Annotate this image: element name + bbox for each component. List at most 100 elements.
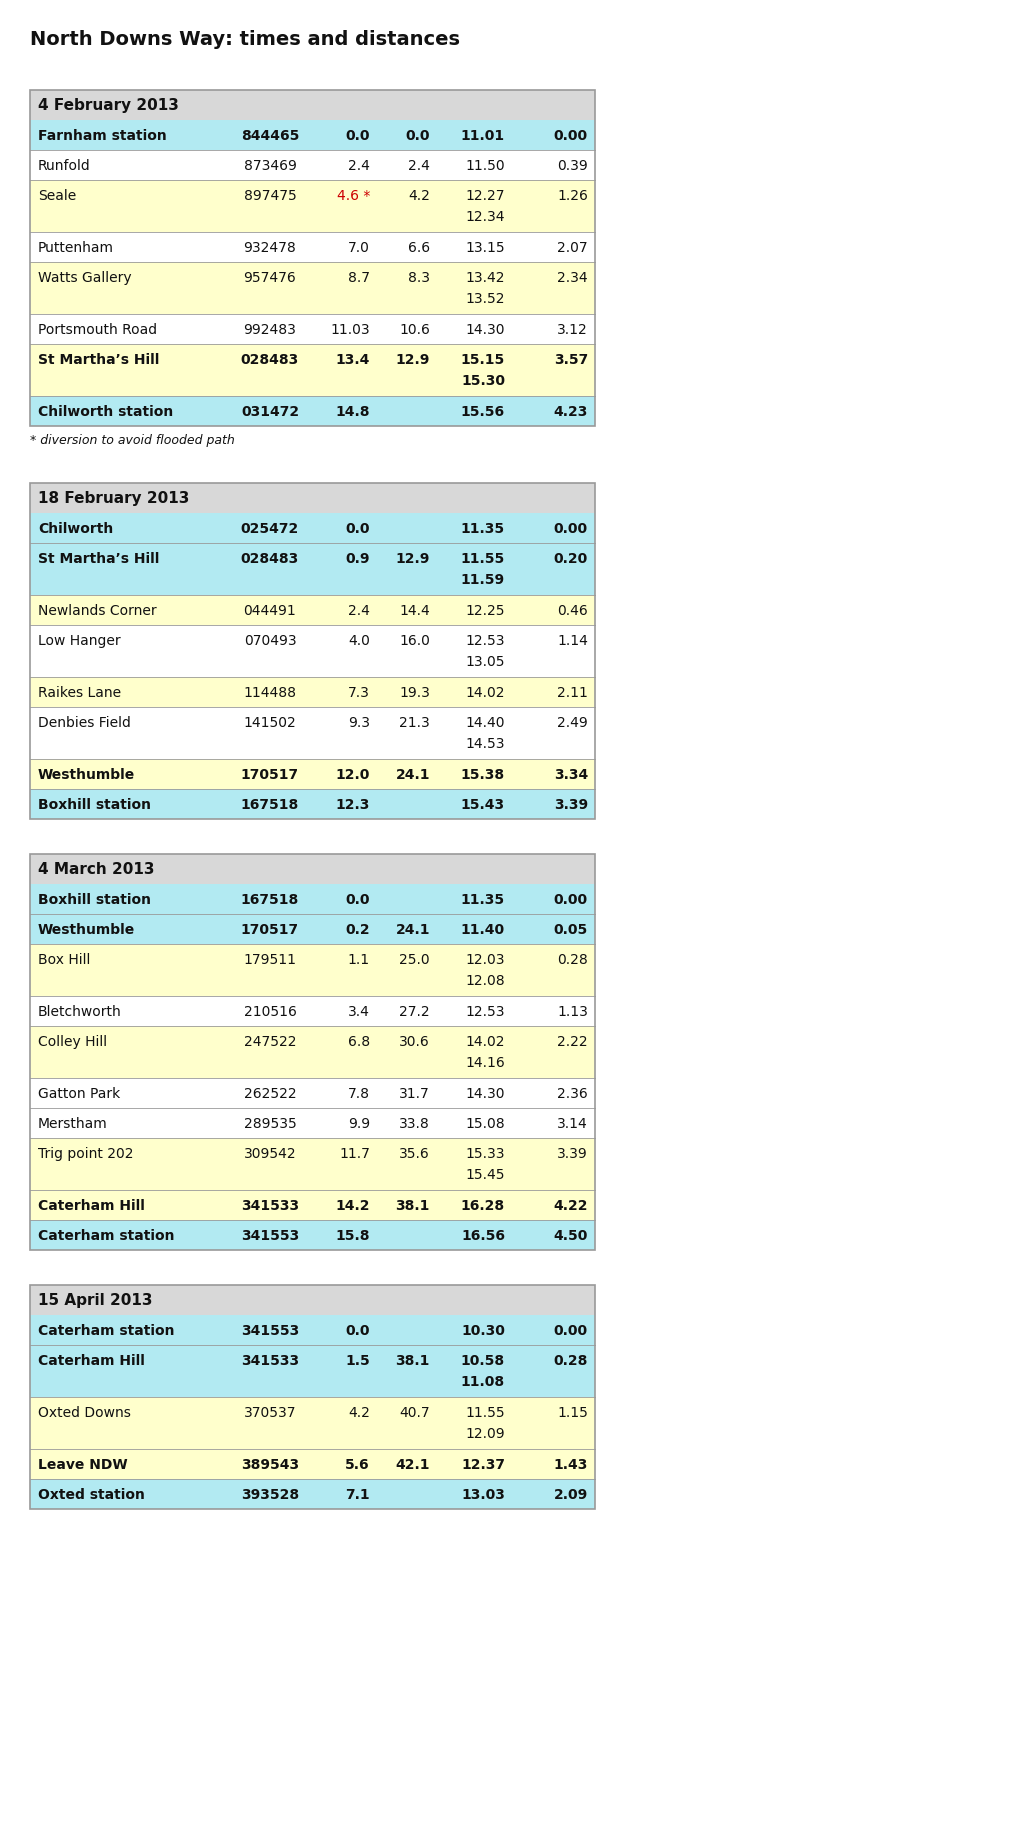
Bar (30, 914, 594, 944)
Text: 1.43: 1.43 (553, 1458, 587, 1471)
Text: 38.1: 38.1 (395, 1354, 430, 1367)
Text: 12.25: 12.25 (465, 604, 504, 617)
Bar (30, 1190, 594, 1219)
Bar (30, 544, 594, 595)
Text: 031472: 031472 (240, 405, 299, 418)
Bar (30, 1139, 594, 1190)
Text: 044491: 044491 (244, 604, 297, 617)
Text: Merstham: Merstham (38, 1117, 108, 1132)
Text: 24.1: 24.1 (395, 768, 430, 781)
Text: 4.2: 4.2 (347, 1405, 370, 1420)
Text: 35.6: 35.6 (398, 1146, 430, 1161)
Text: 11.59: 11.59 (461, 573, 504, 588)
Text: St Martha’s Hill: St Martha’s Hill (38, 551, 159, 566)
Text: 2.09: 2.09 (553, 1487, 587, 1502)
Text: 341533: 341533 (240, 1354, 299, 1367)
Text: 3.34: 3.34 (553, 768, 587, 781)
Text: 11.55: 11.55 (465, 1405, 504, 1420)
Text: 14.30: 14.30 (465, 1086, 504, 1100)
Text: Runfold: Runfold (38, 159, 91, 173)
Text: 10.30: 10.30 (461, 1323, 504, 1338)
Bar (30, 1396, 594, 1449)
Text: Caterham station: Caterham station (38, 1228, 174, 1243)
Text: Trig point 202: Trig point 202 (38, 1146, 133, 1161)
Text: 393528: 393528 (240, 1487, 299, 1502)
Bar (30, 1449, 594, 1478)
Text: 957476: 957476 (244, 270, 297, 285)
Text: 210516: 210516 (244, 1004, 297, 1018)
Text: 0.0: 0.0 (345, 1323, 370, 1338)
Text: 12.0: 12.0 (335, 768, 370, 781)
Bar (30, 788, 594, 819)
Text: 16.28: 16.28 (461, 1199, 504, 1212)
Text: 0.00: 0.00 (553, 128, 587, 142)
Text: 42.1: 42.1 (395, 1458, 430, 1471)
Text: 9.9: 9.9 (347, 1117, 370, 1132)
Bar (30, 89, 594, 425)
Text: 25.0: 25.0 (399, 953, 430, 967)
Text: 0.05: 0.05 (553, 923, 587, 936)
Text: 167518: 167518 (240, 798, 299, 812)
Bar (30, 343, 594, 396)
Text: 31.7: 31.7 (398, 1086, 430, 1100)
Text: 15.08: 15.08 (465, 1117, 504, 1132)
Text: 15.56: 15.56 (461, 405, 504, 418)
Text: 7.0: 7.0 (347, 241, 370, 256)
Text: 11.03: 11.03 (330, 323, 370, 336)
Text: 11.55: 11.55 (461, 551, 504, 566)
Text: 14.2: 14.2 (335, 1199, 370, 1212)
Text: 4.2: 4.2 (408, 188, 430, 203)
Text: 070493: 070493 (244, 633, 297, 648)
Bar (30, 944, 594, 996)
Text: 0.46: 0.46 (556, 604, 587, 617)
Text: 33.8: 33.8 (398, 1117, 430, 1132)
Text: 4.23: 4.23 (553, 405, 587, 418)
Text: 341553: 341553 (240, 1228, 299, 1243)
Text: 13.4: 13.4 (335, 352, 370, 367)
Text: 3.12: 3.12 (556, 323, 587, 336)
Text: 16.0: 16.0 (398, 633, 430, 648)
Text: 3.14: 3.14 (556, 1117, 587, 1132)
Text: 14.4: 14.4 (398, 604, 430, 617)
Text: 12.37: 12.37 (461, 1458, 504, 1471)
Text: 15.43: 15.43 (461, 798, 504, 812)
Bar (30, 1026, 594, 1079)
Bar (30, 1345, 594, 1396)
Text: 170517: 170517 (240, 768, 299, 781)
Text: 10.6: 10.6 (398, 323, 430, 336)
Text: 7.3: 7.3 (347, 686, 370, 699)
Text: 13.52: 13.52 (465, 292, 504, 307)
Text: 370537: 370537 (244, 1405, 296, 1420)
Text: Chilworth: Chilworth (38, 522, 113, 535)
Text: Boxhill station: Boxhill station (38, 798, 151, 812)
Text: 4 February 2013: 4 February 2013 (38, 97, 178, 113)
Text: 19.3: 19.3 (398, 686, 430, 699)
Text: 4.0: 4.0 (347, 633, 370, 648)
Text: 15 April 2013: 15 April 2013 (38, 1292, 153, 1307)
Text: 028483: 028483 (240, 352, 299, 367)
Bar (30, 120, 594, 150)
Text: 12.08: 12.08 (465, 975, 504, 989)
Text: 3.57: 3.57 (553, 352, 587, 367)
Text: 247522: 247522 (244, 1035, 296, 1049)
Bar (30, 263, 594, 314)
Bar (30, 1478, 594, 1509)
Text: 2.36: 2.36 (556, 1086, 587, 1100)
Text: 1.5: 1.5 (344, 1354, 370, 1367)
Bar (30, 854, 594, 1250)
Bar (30, 1316, 594, 1345)
Text: 0.9: 0.9 (345, 551, 370, 566)
Text: Westhumble: Westhumble (38, 768, 136, 781)
Text: 0.0: 0.0 (345, 128, 370, 142)
Text: 21.3: 21.3 (398, 715, 430, 730)
Bar (30, 484, 594, 513)
Text: 12.09: 12.09 (465, 1427, 504, 1442)
Text: 6.6: 6.6 (408, 241, 430, 256)
Text: 11.08: 11.08 (461, 1376, 504, 1389)
Bar (30, 1219, 594, 1250)
Text: 0.0: 0.0 (406, 128, 430, 142)
Text: 0.00: 0.00 (553, 522, 587, 535)
Text: 0.00: 0.00 (553, 1323, 587, 1338)
Text: 341553: 341553 (240, 1323, 299, 1338)
Text: 4.6 *: 4.6 * (336, 188, 370, 203)
